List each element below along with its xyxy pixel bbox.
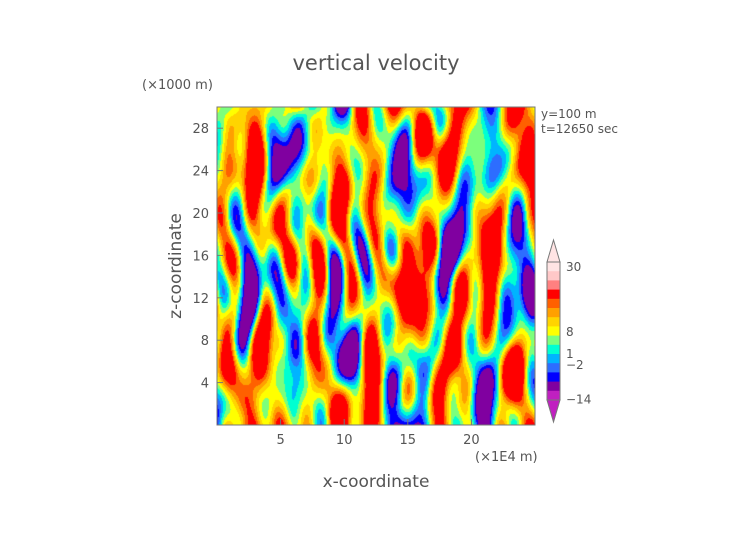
colorbar-segment [547, 271, 560, 281]
y-unit-label: (×1000 m) [142, 78, 213, 93]
y-tick-label: 20 [192, 207, 209, 222]
colorbar-segment [547, 308, 560, 318]
colorbar-label: 8 [566, 325, 574, 339]
colorbar-segment [547, 280, 560, 291]
annotation-y: y=100 m [541, 107, 597, 121]
colorbar-segment [547, 317, 560, 327]
colorbar-segment [547, 390, 560, 401]
y-axis: 4 8 12 16 20 24 28 [192, 122, 223, 392]
y-tick-label: 24 [192, 165, 209, 180]
chart-title: vertical velocity [292, 51, 459, 75]
colorbar-label: 1 [566, 347, 574, 361]
colorbar-segment [547, 298, 560, 309]
colorbar-label: 30 [566, 260, 581, 274]
x-axis-label: x-coordinate [323, 472, 430, 492]
colorbar-max-arrow [546, 238, 561, 263]
y-tick-label: 16 [192, 249, 209, 264]
y-tick-label: 28 [192, 122, 209, 137]
colorbar-segment [547, 363, 560, 373]
x-tick-label: 5 [276, 433, 284, 448]
x-tick-label: 20 [463, 433, 480, 448]
colorbar-segment [547, 354, 560, 364]
y-tick-label: 8 [201, 334, 209, 349]
colorbar-segment [547, 262, 560, 272]
colorbar-label: −2 [566, 358, 584, 372]
y-tick-label: 4 [201, 377, 209, 392]
colorbar-segment [547, 326, 560, 337]
colorbar: 30 8 1−2 −14 [546, 238, 591, 424]
x-unit-label: (×1E4 m) [475, 450, 538, 465]
colorbar-label: −14 [566, 393, 591, 407]
annotation-t: t=12650 sec [541, 122, 618, 136]
colorbar-frame [546, 261, 561, 401]
colorbar-segment [547, 344, 560, 355]
colorbar-segment [547, 335, 560, 346]
colorbar-segment [547, 372, 560, 383]
colorbar-min-arrow [546, 399, 561, 424]
colorbar-segment [547, 289, 560, 300]
plot-frame [216, 106, 536, 426]
x-tick-label: 10 [336, 433, 353, 448]
x-axis: 5 10 15 20 [276, 419, 480, 448]
velocity-field-raster [217, 107, 535, 425]
y-axis-label: z-coordinate [166, 213, 186, 319]
colorbar-segment [547, 381, 560, 392]
velocity-field [217, 107, 535, 425]
y-tick-label: 12 [192, 292, 209, 307]
x-tick-label: 15 [400, 433, 417, 448]
